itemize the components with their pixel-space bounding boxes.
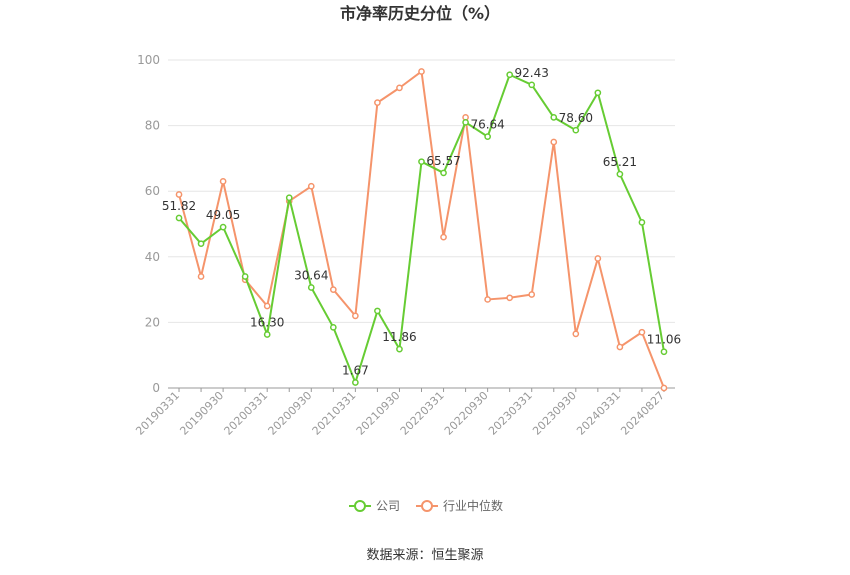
legend[interactable]: 公司 行业中位数	[349, 498, 503, 513]
series-point-1	[197, 273, 205, 280]
data-label: 11.06	[647, 333, 681, 347]
series-point-1	[594, 255, 602, 262]
series-point-0	[307, 284, 315, 291]
x-tick-label: 20200930	[266, 389, 315, 438]
series-point-1	[528, 291, 536, 298]
series-point-1	[175, 191, 183, 198]
series-point-1	[329, 286, 337, 293]
series-point-0	[440, 169, 447, 177]
series-point-0	[616, 170, 624, 178]
y-tick-label: 20	[145, 315, 160, 329]
series-point-0	[638, 219, 646, 226]
data-label: 78.60	[559, 111, 593, 125]
x-tick-label: 20220930	[442, 389, 491, 438]
x-tick-label: 20210930	[354, 389, 403, 438]
data-label: 65.57	[426, 154, 460, 168]
legend-label: 公司	[376, 499, 400, 513]
series-point-1	[484, 296, 491, 303]
data-label: 76.64	[470, 118, 504, 132]
series-point-1	[638, 328, 646, 336]
data-label: 49.05	[206, 208, 240, 222]
data-label: 1.67	[342, 364, 369, 378]
series-point-1	[396, 84, 403, 92]
series-point-1	[506, 294, 514, 302]
series-point-0	[263, 331, 271, 338]
data-label: 16.30	[250, 316, 284, 330]
x-axis: 2019033120190930202003312020093020210331…	[133, 387, 675, 438]
x-tick-label: 20240827	[618, 389, 667, 438]
series-point-0	[594, 89, 602, 97]
x-tick-label: 20230930	[530, 389, 579, 438]
legend-label: 行业中位数	[443, 498, 503, 513]
y-tick-label: 100	[137, 53, 160, 67]
series-layer	[175, 68, 668, 392]
series-point-0	[396, 345, 403, 353]
data-label: 11.86	[382, 330, 416, 344]
series-point-0	[572, 126, 580, 134]
legend-marker-0	[354, 500, 366, 512]
data-label: 92.43	[515, 66, 549, 80]
series-point-0	[197, 240, 205, 248]
series-point-0	[374, 307, 381, 315]
series-point-0	[219, 223, 227, 231]
data-label: 51.82	[162, 199, 196, 213]
x-tick-label: 20190331	[133, 389, 182, 438]
x-tick-label: 20200331	[222, 389, 271, 438]
y-tick-label: 60	[145, 184, 160, 198]
series-point-0	[352, 379, 359, 386]
x-tick-label: 20210331	[310, 389, 359, 438]
chart-title: 市净率历史分位（%）	[340, 4, 500, 23]
series-point-1	[616, 343, 624, 351]
series-point-1	[263, 302, 271, 310]
series-point-1	[572, 330, 580, 338]
series-point-1	[440, 233, 447, 241]
series-point-0	[506, 71, 514, 79]
data-label: 30.64	[294, 269, 328, 283]
series-point-0	[484, 133, 491, 140]
y-tick-label: 80	[145, 119, 160, 133]
series-point-1	[374, 99, 381, 106]
series-point-0	[241, 273, 249, 280]
source-text: 数据来源：恒生聚源	[366, 548, 483, 563]
series-point-1	[418, 68, 425, 75]
data-label: 65.21	[603, 155, 637, 169]
x-tick-label: 20240331	[574, 389, 623, 438]
series-point-0	[285, 194, 293, 202]
y-axis-ticks: 0 20 40 60 80 100	[137, 53, 160, 395]
series-point-0	[660, 348, 668, 356]
data-labels: 51.82 49.05 16.30 30.64 1.67 11.86 65.57 76.64 9…	[162, 66, 681, 378]
series-point-1	[660, 384, 668, 392]
series-point-0	[462, 118, 469, 126]
series-point-1	[550, 138, 558, 146]
series-point-0	[528, 81, 536, 89]
x-tick-label: 20220331	[398, 389, 447, 438]
series-point-0	[418, 158, 425, 166]
series-point-0	[550, 114, 558, 121]
series-point-1	[219, 178, 227, 185]
series-point-0	[175, 214, 183, 222]
grid	[168, 59, 675, 323]
y-tick-label: 0	[152, 381, 160, 395]
series-point-1	[307, 182, 315, 190]
y-tick-label: 40	[145, 250, 160, 264]
series-point-0	[329, 323, 337, 331]
series-point-1	[352, 312, 359, 320]
x-tick-label: 20230331	[486, 389, 535, 438]
x-tick-label: 20190930	[177, 389, 226, 438]
legend-marker-1	[421, 500, 433, 512]
